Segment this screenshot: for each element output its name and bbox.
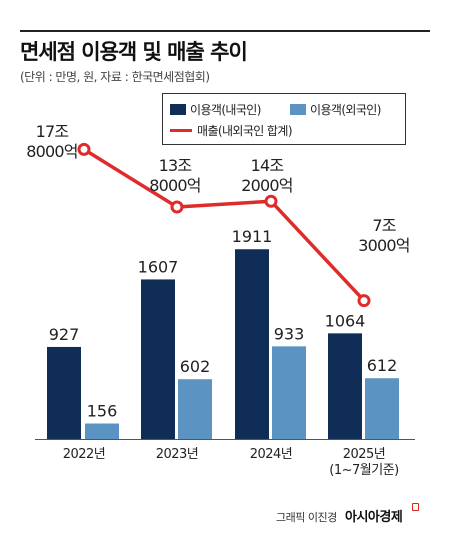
legend-item-domestic: 이용객(내국인) [170,101,261,118]
legend-label-domestic: 이용객(내국인) [190,103,261,117]
legend-swatch-sales [170,129,192,132]
x-tick-label-2: 2024년 [250,447,293,462]
sales-label-3-1: 3000억 [358,236,409,255]
bar-label-foreign-1: 602 [180,357,211,376]
legend-swatch-foreign [290,104,306,115]
bar-label-domestic-2: 1911 [232,227,273,246]
x-tick-label-1: 2023년 [156,447,199,462]
chart-subtitle: (단위 : 만명, 원, 자료 : 한국면세점협회) [20,70,210,84]
brand-logo: 아시아경제 [345,510,403,525]
bar-foreign-1 [178,379,212,439]
x-tick-label-3-1: (1~7월기준) [329,463,398,478]
bar-domestic-0 [47,346,81,439]
bar-domestic-1 [141,279,175,439]
sales-point-2 [264,194,278,208]
x-tick-label-0: 2022년 [63,447,106,462]
bar-foreign-3 [365,378,399,439]
sales-label-0-0: 17조 [36,122,69,141]
credit: 그래픽 이진경 [276,511,337,524]
legend-label-sales: 매출(내외국인 합계) [197,124,293,138]
legend-item-sales: 매출(내외국인 합계) [170,122,293,139]
chart-title: 면세점 이용객 및 매출 추이 [20,40,248,64]
sales-point-3 [357,294,371,308]
bar-label-domestic-3: 1064 [325,311,366,330]
brand-mark-icon [412,503,419,511]
bar-label-foreign-2: 933 [274,324,305,343]
sales-line [83,147,366,302]
legend: 이용객(내국인) 이용객(외국인) 매출(내외국인 합계) [162,93,406,145]
bar-label-foreign-0: 156 [87,402,118,421]
legend-swatch-domestic [170,104,186,115]
bar-domestic-3 [328,333,362,439]
sales-label-1-0: 13조 [159,156,192,175]
sales-label-2-0: 14조 [251,156,284,175]
sales-point-1 [170,200,184,214]
bar-label-foreign-3: 612 [367,356,398,375]
top-rule [20,30,430,32]
legend-item-foreign: 이용객(외국인) [290,101,381,118]
bar-label-domestic-1: 1607 [138,257,179,276]
bar-label-domestic-0: 927 [49,325,80,344]
bar-domestic-2 [235,249,269,439]
bar-foreign-2 [272,346,306,439]
sales-label-3-0: 7조 [372,216,395,235]
x-tick-label-3: 2025년 [343,447,386,462]
legend-label-foreign: 이용객(외국인) [310,103,381,117]
sales-point-0 [77,142,91,156]
bar-foreign-0 [85,423,119,439]
sales-label-2-1: 2000억 [241,176,292,195]
sales-label-1-1: 8000억 [149,176,200,195]
sales-label-0-1: 8000억 [26,142,77,161]
